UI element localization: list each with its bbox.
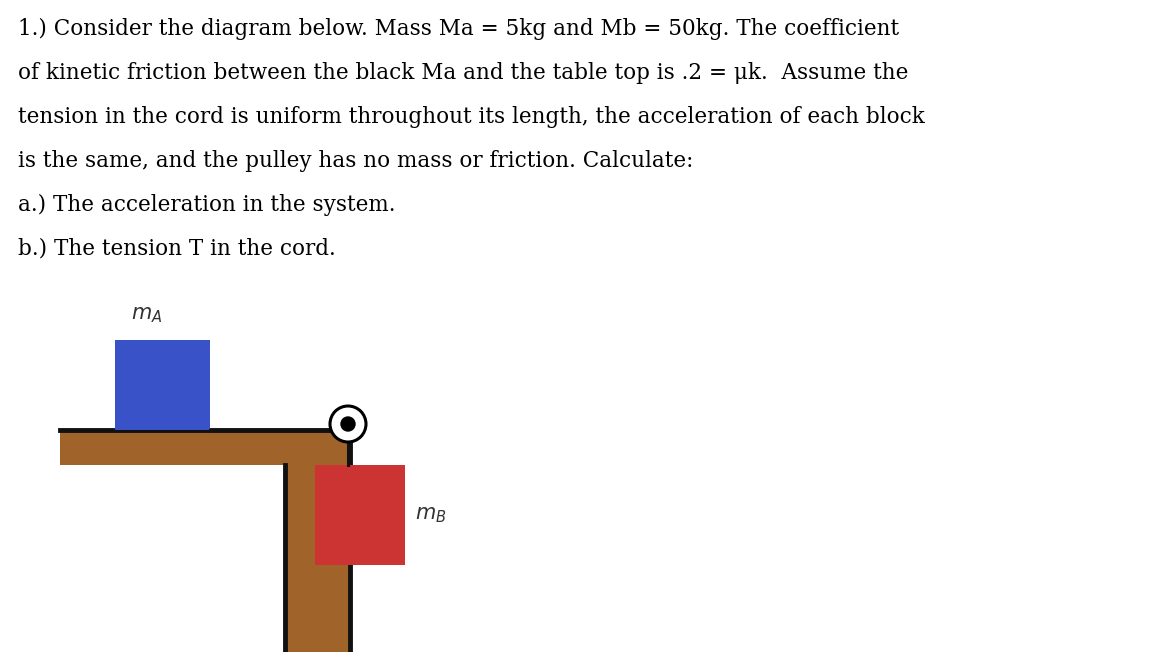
Bar <box>315 465 406 565</box>
Text: of kinetic friction between the black Ma and the table top is .2 = μk.  Assume t: of kinetic friction between the black Ma… <box>18 62 908 84</box>
Text: tension in the cord is uniform throughout its length, the acceleration of each b: tension in the cord is uniform throughou… <box>18 106 925 128</box>
Bar <box>60 430 350 465</box>
Text: 1.) Consider the diagram below. Mass Ma = 5kg and Mb = 50kg. The coefficient: 1.) Consider the diagram below. Mass Ma … <box>18 18 899 40</box>
Text: b.) The tension T in the cord.: b.) The tension T in the cord. <box>18 238 335 260</box>
Circle shape <box>341 417 355 431</box>
Text: $m_B$: $m_B$ <box>415 505 447 525</box>
Circle shape <box>331 406 366 442</box>
Text: $m_A$: $m_A$ <box>131 305 163 325</box>
Bar <box>115 340 210 430</box>
Bar <box>285 465 350 652</box>
Text: is the same, and the pulley has no mass or friction. Calculate:: is the same, and the pulley has no mass … <box>18 150 694 172</box>
Text: a.) The acceleration in the system.: a.) The acceleration in the system. <box>18 194 395 216</box>
